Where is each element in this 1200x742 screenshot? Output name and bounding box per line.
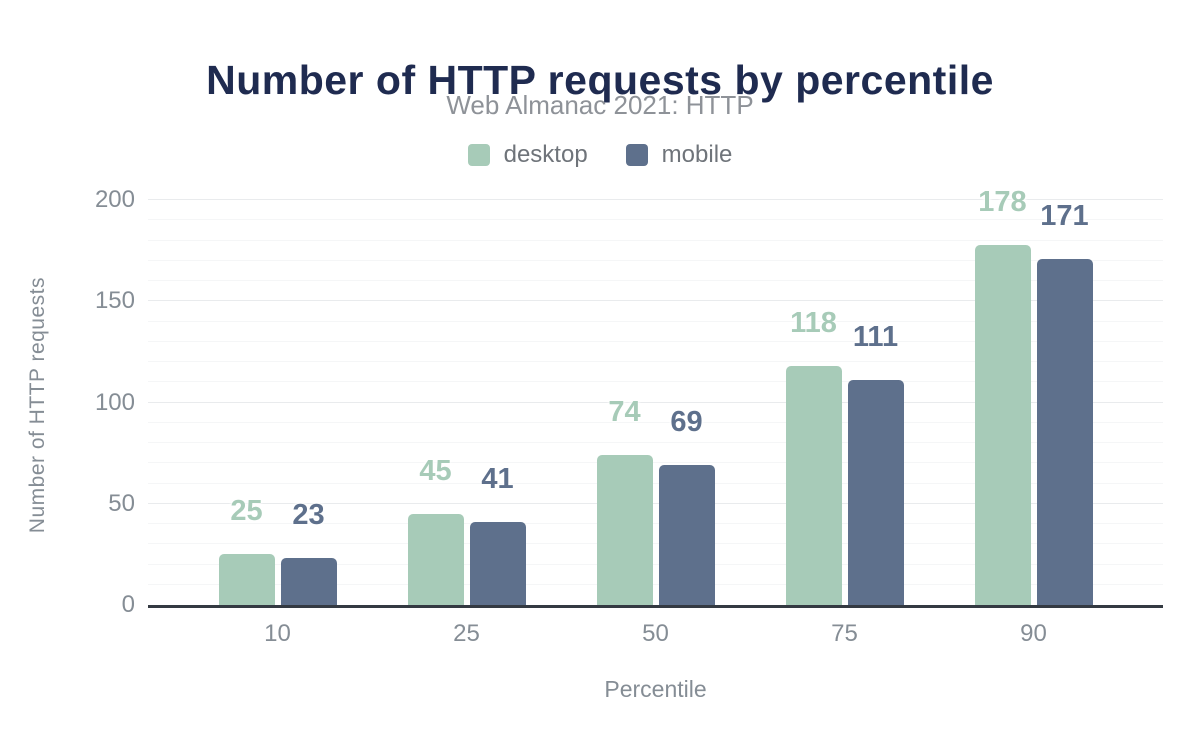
value-label-desktop-p90: 178 <box>978 185 1027 218</box>
gridline-minor <box>148 563 1163 565</box>
x-axis-title: Percentile <box>604 676 707 702</box>
value-label-mobile-p90: 171 <box>1040 199 1089 232</box>
bar-desktop-p75 <box>785 366 842 605</box>
bar-desktop-p10 <box>218 554 275 605</box>
plot-area: 0 50 100 150 200 25 23 10 45 41 25 74 69 50 118 111 75 17… <box>95 186 1163 647</box>
gridline-major <box>148 300 1163 302</box>
legend-item-desktop: desktop <box>467 141 588 169</box>
bar-desktop-p50 <box>596 455 653 605</box>
gridline-minor <box>148 361 1163 362</box>
value-label-mobile-p10: 23 <box>292 499 325 532</box>
gridline-minor <box>148 523 1163 524</box>
x-tick-label-25: 25 <box>453 620 480 647</box>
gridline-major <box>148 401 1163 403</box>
y-tick-label-200: 200 <box>94 186 135 213</box>
gridline-major <box>148 199 1163 200</box>
bar-mobile-p25 <box>469 521 526 605</box>
legend-label-mobile: mobile <box>661 141 733 168</box>
x-tick-label-90: 90 <box>1020 620 1047 647</box>
gridline-minor <box>148 280 1163 281</box>
value-label-desktop-p10: 25 <box>230 495 263 528</box>
gridline-minor <box>148 381 1163 383</box>
gridline-minor <box>148 583 1163 585</box>
bar-desktop-p25 <box>407 513 464 605</box>
value-label-mobile-p25: 41 <box>481 462 514 495</box>
value-label-desktop-p25: 45 <box>419 454 452 487</box>
gridline-minor <box>148 259 1163 261</box>
legend-swatch-desktop <box>467 144 490 166</box>
value-label-desktop-p75: 118 <box>790 307 837 340</box>
y-tick-label-50: 50 <box>108 489 135 517</box>
legend-swatch-mobile <box>625 144 648 166</box>
gridline-minor <box>148 340 1163 342</box>
bar-mobile-p10 <box>280 558 337 605</box>
gridline-minor <box>148 482 1163 484</box>
gridline-major <box>148 502 1163 504</box>
gridline-minor <box>148 462 1163 464</box>
y-tick-label-0: 0 <box>121 591 135 618</box>
y-tick-label-150: 150 <box>94 287 135 315</box>
chart-subtitle: Web Almanac 2021: HTTP <box>446 90 754 120</box>
value-label-mobile-p50: 69 <box>670 406 703 439</box>
gridline-minor <box>148 219 1163 221</box>
y-tick-label-100: 100 <box>94 388 135 416</box>
gridline-minor <box>148 239 1163 241</box>
x-tick-label-10: 10 <box>264 620 291 647</box>
value-label-desktop-p50: 74 <box>608 396 641 429</box>
gridline-minor <box>148 442 1163 443</box>
bar-desktop-p90 <box>974 244 1031 605</box>
bar-mobile-p50 <box>658 465 715 605</box>
bar-mobile-p90 <box>1036 258 1093 605</box>
legend: desktop mobile <box>0 141 1200 169</box>
gridline-minor <box>148 543 1163 545</box>
gridline-minor <box>148 421 1163 423</box>
value-label-mobile-p75: 111 <box>852 321 899 354</box>
legend-label-desktop: desktop <box>503 141 588 168</box>
x-tick-label-50: 50 <box>642 620 669 647</box>
gridline-minor <box>148 320 1163 322</box>
x-tick-label-75: 75 <box>831 620 858 647</box>
y-axis-title: Number of HTTP requests <box>26 277 49 534</box>
bar-mobile-p75 <box>847 380 904 605</box>
chart-title: Number of HTTP requests by percentile <box>206 57 994 104</box>
legend-item-mobile: mobile <box>625 141 733 169</box>
